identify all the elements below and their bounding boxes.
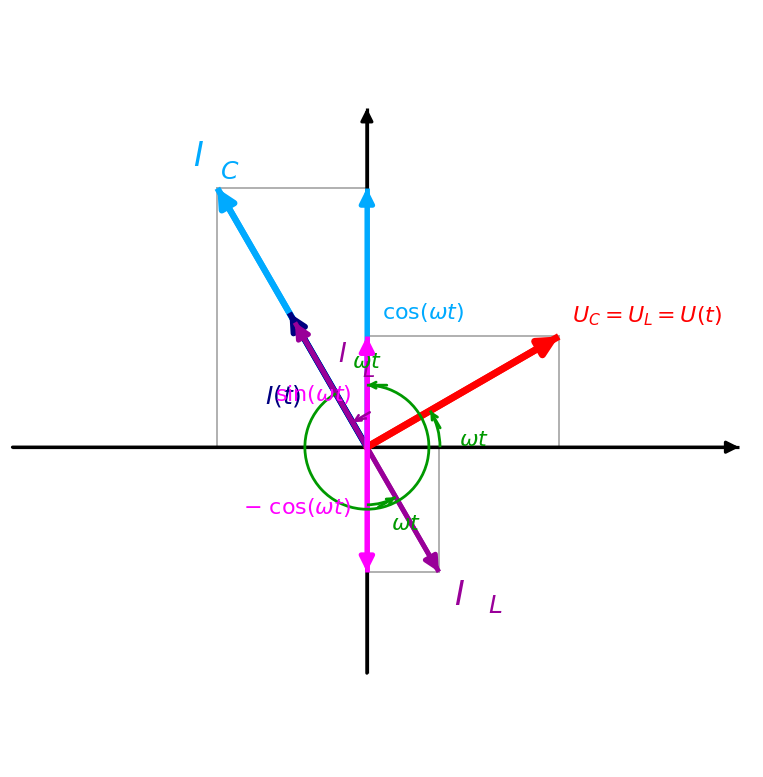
Text: $\mathit{I}$: $\mathit{I}$ bbox=[193, 140, 204, 172]
Text: $\mathit{L}$: $\mathit{L}$ bbox=[488, 594, 502, 618]
Text: $\mathit{L}$: $\mathit{L}$ bbox=[362, 361, 375, 381]
Text: $\omega t$: $\omega t$ bbox=[391, 514, 421, 534]
Text: $\mathit{U_C}$$\mathit{= U_L = U(t)}$: $\mathit{U_C}$$\mathit{= U_L = U(t)}$ bbox=[572, 304, 723, 328]
Text: $\mathit{I(t)}$: $\mathit{I(t)}$ bbox=[265, 382, 301, 409]
Text: $\mathit{I}$: $\mathit{I}$ bbox=[455, 579, 465, 611]
Text: $\mathrm{cos}(\omega t)$: $\mathrm{cos}(\omega t)$ bbox=[382, 301, 465, 324]
Text: $\omega t$: $\omega t$ bbox=[459, 430, 489, 450]
Text: $\mathrm{sin}(\omega t)$: $\mathrm{sin}(\omega t)$ bbox=[275, 382, 352, 406]
Text: $\mathit{C}$: $\mathit{C}$ bbox=[220, 160, 239, 184]
Text: $-\ \mathrm{cos}(\omega t)$: $-\ \mathrm{cos}(\omega t)$ bbox=[243, 496, 352, 518]
Text: $\omega t$: $\omega t$ bbox=[353, 352, 382, 372]
Text: $\mathit{I}$: $\mathit{I}$ bbox=[338, 342, 347, 368]
